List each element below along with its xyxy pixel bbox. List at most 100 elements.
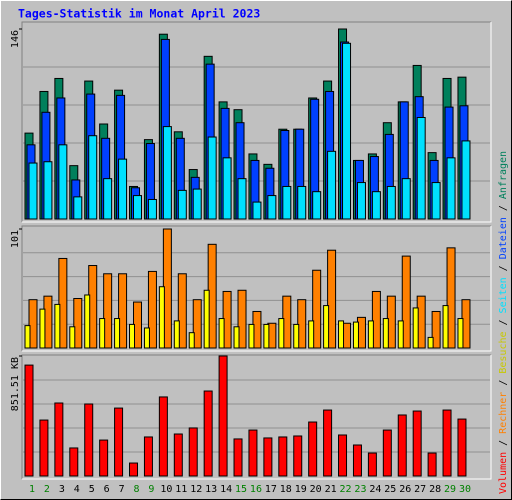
bar <box>54 402 64 477</box>
panel-bevel <box>22 226 492 352</box>
bar <box>147 270 157 349</box>
bar <box>207 136 217 220</box>
x-tick-label: 15 <box>235 484 247 495</box>
x-tick-label: 5 <box>89 484 95 495</box>
bar <box>297 185 307 220</box>
bar <box>233 438 243 477</box>
bar <box>427 336 434 349</box>
bar <box>173 433 183 477</box>
bar <box>267 195 277 220</box>
x-tick-label: 2 <box>44 484 50 495</box>
bar <box>88 135 98 220</box>
bar <box>24 325 31 349</box>
bar <box>158 396 168 477</box>
bar <box>401 178 411 220</box>
bar <box>401 255 411 349</box>
legend-entry: Seiten <box>498 277 509 313</box>
bar <box>431 182 441 220</box>
bar <box>203 289 210 349</box>
bar <box>73 196 83 220</box>
panel-bevel <box>21 354 491 479</box>
bar <box>103 178 113 220</box>
bar <box>327 249 337 349</box>
x-tick-label: 1 <box>29 484 35 495</box>
legend-separator: / <box>498 205 509 211</box>
bar <box>114 407 124 477</box>
bar <box>39 308 46 349</box>
x-tick-label: 25 <box>384 484 396 495</box>
bar <box>323 409 333 477</box>
x-tick-label: 29 <box>444 484 456 495</box>
bar <box>54 303 61 349</box>
bar <box>39 419 49 477</box>
bar <box>427 452 437 477</box>
bar <box>237 289 247 349</box>
x-tick-label: 18 <box>280 484 292 495</box>
bar <box>43 161 53 220</box>
x-tick-label: 10 <box>160 484 172 495</box>
bar <box>352 321 359 349</box>
y-tick-label: 146 <box>10 30 21 48</box>
bar <box>367 452 377 477</box>
bar <box>188 427 198 477</box>
bar <box>158 286 165 349</box>
bar <box>308 320 315 349</box>
bar <box>129 323 136 349</box>
bar <box>338 434 348 477</box>
bar <box>442 305 449 349</box>
bar <box>173 320 180 349</box>
bar <box>103 273 113 349</box>
x-tick-label: 27 <box>414 484 426 495</box>
bar <box>192 299 202 349</box>
x-tick-label: 3 <box>59 484 65 495</box>
bar <box>371 290 381 349</box>
bar <box>382 429 392 477</box>
bar <box>397 320 404 349</box>
legend-entry: Rechner <box>498 392 509 434</box>
bar <box>412 410 422 477</box>
x-tick-label: 24 <box>369 484 381 495</box>
bar <box>177 189 187 220</box>
bar <box>367 320 374 349</box>
bar <box>143 436 153 477</box>
bar <box>203 390 213 477</box>
bar <box>218 355 228 477</box>
bar <box>143 327 150 349</box>
legend-separator: / <box>498 380 509 386</box>
x-tick-label: 11 <box>175 484 187 495</box>
bar <box>278 436 288 477</box>
panel-bevel <box>21 21 491 222</box>
chart-title: Tages-Statistik im Monat April 2023 <box>18 7 260 21</box>
bar <box>263 323 270 349</box>
bar <box>327 150 337 220</box>
legend-entry: Besuche <box>498 331 509 373</box>
bar <box>58 144 68 220</box>
bar <box>69 447 79 477</box>
bar <box>192 188 202 220</box>
x-tick-label: 19 <box>295 484 307 495</box>
bar <box>73 298 83 349</box>
legend-separator: / <box>498 440 509 446</box>
legend-entry: Volumen <box>498 452 509 494</box>
bar <box>237 178 247 220</box>
bar <box>24 364 34 477</box>
bar <box>114 318 121 349</box>
x-tick-label: 4 <box>74 484 80 495</box>
x-tick-label: 12 <box>190 484 202 495</box>
bar <box>457 318 464 349</box>
bar <box>28 299 38 349</box>
bar <box>457 418 467 477</box>
bar <box>431 310 441 349</box>
bar <box>99 318 106 349</box>
bar <box>28 162 38 220</box>
bar <box>371 191 381 220</box>
x-tick-label: 17 <box>265 484 277 495</box>
bar <box>248 323 255 349</box>
x-tick-label: 26 <box>399 484 411 495</box>
y-tick-label: 851.51 KB <box>10 357 21 411</box>
x-tick-label: 22 <box>340 484 352 495</box>
x-tick-label: 7 <box>119 484 125 495</box>
bar <box>58 257 68 349</box>
bar <box>129 462 139 477</box>
